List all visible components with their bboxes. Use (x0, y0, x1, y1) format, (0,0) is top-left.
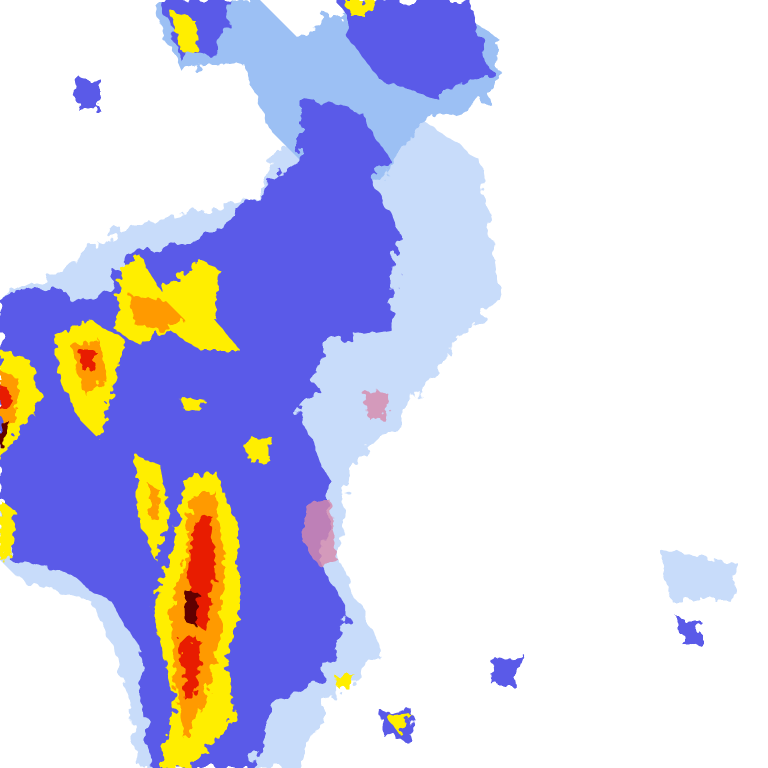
intense-precip-region (180, 640, 200, 700)
very-heavy-precip-region (0, 370, 20, 430)
heavy-precip-region (385, 712, 410, 735)
moderate-precip-region (680, 620, 700, 645)
extreme-precip-region (185, 590, 198, 625)
mixed-precip-region (365, 390, 390, 420)
heavy-precip-region (0, 500, 15, 560)
heavy-precip-region (345, 0, 375, 15)
heavy-precip-region (335, 675, 355, 690)
mixed-precip-areas (302, 390, 390, 565)
heavy-precip-region (245, 435, 270, 462)
mixed-precip-region (302, 500, 338, 565)
very-light-precip-region (660, 550, 740, 600)
moderate-precip-region (340, 0, 490, 100)
very-heavy-precip-region (150, 485, 160, 520)
moderate-precip-region (490, 655, 525, 685)
moderate-precip-region (300, 100, 390, 200)
extreme-precip-cores (0, 420, 198, 625)
moderate-precip-region (75, 78, 100, 110)
heavy-precip-region (180, 395, 205, 410)
intense-precip-region (0, 385, 10, 412)
very-heavy-precip-region (130, 295, 185, 330)
moderate-precip-region (0, 150, 400, 768)
extreme-precip-region (0, 420, 8, 448)
heavy-precip-region (170, 10, 200, 55)
intense-precip-region (80, 350, 95, 370)
